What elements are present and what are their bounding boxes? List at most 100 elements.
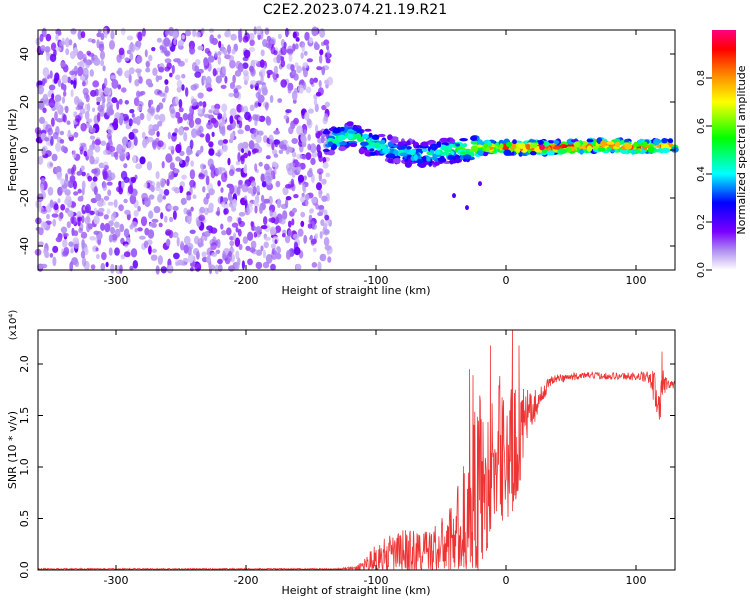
noise-blob bbox=[311, 151, 318, 158]
signal-blob bbox=[406, 140, 411, 146]
noise-blob bbox=[210, 163, 215, 172]
noise-blob bbox=[276, 54, 281, 64]
noise-blob bbox=[149, 106, 156, 116]
noise-blob bbox=[314, 233, 319, 240]
noise-blob bbox=[302, 154, 307, 160]
noise-blob bbox=[43, 78, 47, 83]
spectrogram-xlabel: Height of straight line (km) bbox=[281, 284, 430, 297]
noise-blob bbox=[80, 165, 85, 171]
noise-blob bbox=[233, 185, 238, 192]
noise-blob bbox=[121, 180, 125, 189]
noise-blob bbox=[151, 248, 157, 253]
noise-blob bbox=[62, 239, 68, 248]
noise-blob bbox=[254, 205, 258, 214]
noise-blob bbox=[286, 250, 291, 257]
noise-blob bbox=[277, 98, 283, 103]
noise-blob bbox=[229, 82, 236, 90]
noise-blob bbox=[258, 161, 263, 167]
noise-blob bbox=[242, 70, 249, 76]
noise-blob bbox=[221, 172, 228, 183]
signal-blob bbox=[349, 142, 358, 147]
noise-blob bbox=[81, 215, 85, 224]
noise-blob bbox=[280, 59, 286, 68]
noise-blob bbox=[124, 243, 129, 248]
noise-blob bbox=[206, 255, 211, 264]
noise-blob bbox=[178, 126, 184, 136]
noise-blob bbox=[184, 29, 192, 37]
noise-blob bbox=[144, 49, 148, 58]
noise-blob bbox=[54, 111, 58, 121]
noise-blob bbox=[146, 136, 154, 143]
noise-blob bbox=[57, 198, 61, 204]
noise-blob bbox=[75, 115, 82, 123]
noise-blob bbox=[241, 260, 245, 270]
noise-blob bbox=[324, 79, 330, 85]
signal-blob bbox=[499, 143, 504, 149]
noise-blob bbox=[86, 223, 91, 233]
y-tick-label: 0.5 bbox=[18, 510, 31, 528]
noise-blob bbox=[304, 193, 310, 201]
noise-blob bbox=[293, 87, 298, 94]
noise-blob bbox=[215, 249, 221, 254]
snr-panel: -300 -200 -100 0 100 0.0 0.5 1.0 1.5 2.0 Height o… bbox=[6, 310, 676, 597]
signal-blob bbox=[610, 149, 615, 153]
noise-blob bbox=[180, 240, 184, 246]
noise-blob bbox=[214, 51, 218, 58]
noise-blob bbox=[216, 167, 223, 175]
noise-blob bbox=[40, 45, 46, 52]
noise-blob bbox=[122, 143, 127, 151]
noise-blob bbox=[238, 33, 243, 43]
noise-blob bbox=[223, 208, 229, 215]
noise-blob bbox=[144, 227, 150, 236]
noise-blob bbox=[290, 178, 295, 188]
noise-blob bbox=[200, 163, 205, 170]
noise-blob bbox=[118, 204, 124, 212]
signal-blob bbox=[460, 154, 465, 160]
signal-blob bbox=[539, 144, 545, 151]
noise-blob bbox=[247, 150, 251, 157]
noise-blob bbox=[302, 183, 306, 192]
noise-blob bbox=[230, 33, 237, 41]
signal-blob bbox=[546, 150, 555, 156]
noise-blob bbox=[319, 28, 326, 38]
noise-blob bbox=[123, 228, 130, 237]
noise-blob bbox=[139, 112, 145, 121]
noise-blob bbox=[59, 130, 65, 136]
noise-blob bbox=[216, 238, 221, 249]
noise-blob bbox=[157, 120, 163, 127]
noise-blob bbox=[85, 203, 91, 214]
noise-blob bbox=[305, 152, 312, 161]
noise-blob bbox=[325, 172, 331, 178]
noise-blob bbox=[206, 121, 213, 130]
signal-blob bbox=[433, 161, 440, 166]
noise-blob bbox=[183, 131, 188, 142]
signal-blob bbox=[515, 147, 521, 153]
noise-blob bbox=[310, 157, 316, 165]
noise-blob bbox=[235, 227, 239, 233]
noise-blob bbox=[164, 58, 172, 64]
noise-blob bbox=[193, 248, 200, 256]
y-tick-label: 40 bbox=[18, 47, 31, 61]
noise-blob bbox=[229, 59, 236, 69]
noise-blob bbox=[152, 67, 158, 77]
noise-blob bbox=[275, 180, 281, 188]
noise-blob bbox=[149, 99, 154, 105]
noise-blob bbox=[301, 135, 307, 145]
noise-blob bbox=[222, 139, 228, 144]
noise-blob bbox=[56, 171, 62, 181]
noise-blob bbox=[116, 100, 120, 111]
noise-blob bbox=[280, 144, 288, 151]
noise-blob bbox=[133, 210, 139, 217]
noise-blob bbox=[293, 73, 299, 81]
noise-blob bbox=[214, 264, 219, 275]
noise-blob bbox=[260, 173, 265, 183]
noise-blob bbox=[186, 194, 192, 201]
noise-blob bbox=[148, 54, 153, 62]
noise-blob bbox=[197, 45, 204, 51]
noise-blob bbox=[82, 81, 86, 87]
noise-blob bbox=[270, 243, 276, 249]
colorbar-tick-label: 0.8 bbox=[696, 70, 707, 86]
noise-blob bbox=[56, 118, 64, 123]
noise-blob bbox=[160, 178, 166, 188]
